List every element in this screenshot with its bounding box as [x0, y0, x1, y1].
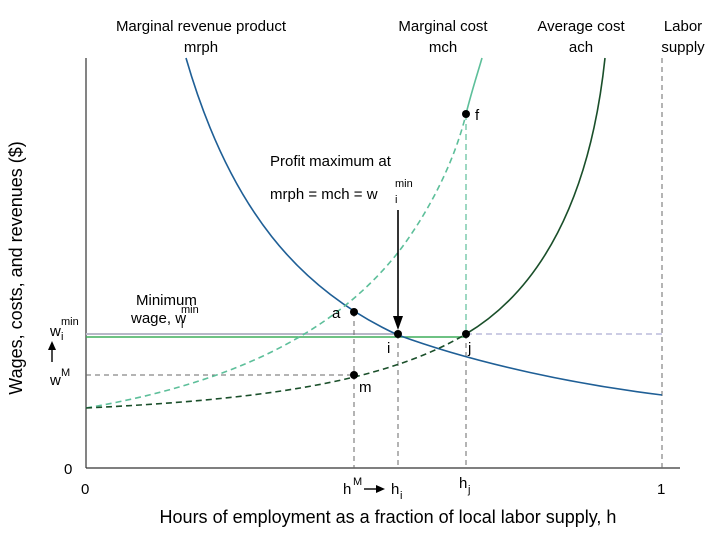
ach-curve-dashed — [85, 333, 467, 409]
x-tick-hj-base: h — [459, 475, 467, 492]
min-wage-label-sub: i — [181, 319, 183, 331]
profit-max-line2-base: mrph = mch = w — [270, 186, 378, 203]
x-tick-hM-base: h — [343, 481, 351, 498]
x-tick-zero: 0 — [81, 481, 89, 498]
profit-max-line2: mrph = mch = w — [270, 186, 378, 203]
label-i: i — [387, 340, 390, 357]
supply-label-line1: Labor — [664, 18, 702, 35]
mrph-label-line1: Marginal revenue product — [116, 18, 287, 35]
x-tick-one: 1 — [657, 481, 665, 498]
min-wage-label-line2: wage, w — [130, 310, 186, 327]
point-i — [394, 330, 402, 338]
point-f — [462, 110, 470, 118]
ach-curve-solid — [465, 57, 606, 335]
label-j: j — [467, 340, 471, 357]
profit-max-line1: Profit maximum at — [270, 153, 392, 170]
hours-arrow-head — [376, 485, 385, 493]
point-a — [350, 308, 358, 316]
label-f: f — [475, 107, 480, 124]
mrph-label-line2: mrph — [184, 39, 218, 56]
y-tick-wmin-sup: min — [61, 316, 79, 328]
y-axis-title: Wages, costs, and revenues ($) — [6, 141, 26, 394]
y-tick-wmin-sub: i — [61, 331, 63, 343]
ach-label-line1: Average cost — [537, 18, 625, 35]
supply-label-line2: supply — [661, 39, 705, 56]
label-m: m — [359, 379, 372, 396]
profit-max-sub: i — [395, 194, 397, 206]
y-tick-wM-base: w — [49, 372, 61, 389]
profit-max-sup: min — [395, 178, 413, 190]
x-tick-hM-sup: M — [353, 476, 362, 488]
label-a: a — [332, 305, 341, 322]
mch-curve-solid — [465, 57, 483, 115]
point-j — [462, 330, 470, 338]
x-tick-hi-base: h — [391, 481, 399, 498]
y-tick-wM-sup: M — [61, 367, 70, 379]
min-wage-label-sup: min — [181, 304, 199, 316]
mch-curve-dashed — [85, 113, 467, 409]
x-tick-hi-sub: i — [400, 490, 402, 502]
min-wage-label-line1: Minimum — [136, 292, 197, 309]
mrph-curve — [185, 57, 663, 396]
x-tick-hj-sub: j — [467, 484, 470, 496]
profit-max-arrow-head — [393, 316, 403, 330]
mch-label-line1: Marginal cost — [398, 18, 488, 35]
y-tick-wmin-base: w — [49, 323, 61, 340]
y-tick-zero: 0 — [64, 461, 72, 478]
point-m — [350, 371, 358, 379]
mch-label-line2: mch — [429, 39, 457, 56]
x-axis-title: Hours of employment as a fraction of loc… — [160, 507, 617, 527]
ach-label-line2: ach — [569, 39, 593, 56]
wage-arrow-head — [48, 341, 56, 350]
